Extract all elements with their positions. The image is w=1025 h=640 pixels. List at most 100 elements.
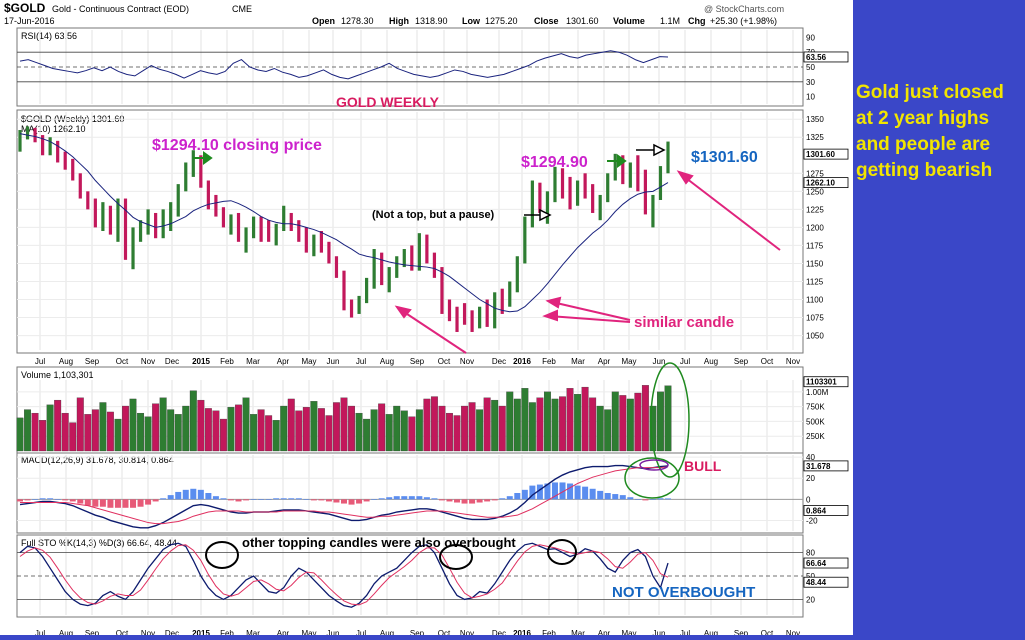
macd-histogram-bar: [69, 499, 76, 502]
volume-green-ellipse: [650, 362, 690, 478]
month-tick-label: Dec: [492, 357, 506, 366]
macd-histogram-bar: [273, 498, 280, 500]
macd-histogram-bar: [619, 495, 626, 500]
price-bar: [236, 212, 241, 242]
macd-value-tag: 31.678: [806, 462, 831, 471]
price-bar: [410, 245, 414, 271]
volume-bar: [333, 402, 340, 452]
volume-bar: [280, 405, 288, 452]
macd-hist-tag-box: [803, 505, 849, 516]
month-tick-label: Jul: [680, 629, 690, 635]
price-bar: [191, 150, 195, 177]
volume-title: Volume 1,103,301: [21, 370, 94, 380]
month-tick-label: Nov: [786, 629, 800, 635]
price-bar: [380, 252, 384, 286]
volume-bar: [46, 404, 54, 452]
volume-bar: [325, 415, 333, 452]
volume-bar: [664, 385, 672, 452]
pink-arrowhead-right: [676, 170, 694, 185]
price-bar: [334, 256, 339, 278]
bull-annotation: BULL: [684, 458, 722, 474]
month-tick-label: Sep: [734, 629, 749, 635]
month-tick-label: Dec: [492, 629, 506, 635]
macd-histogram-bar: [423, 497, 430, 500]
macd-histogram-bar: [99, 499, 106, 507]
macd-histogram-bar: [77, 499, 84, 504]
volume-bar: [551, 398, 559, 452]
volume-bar: [378, 403, 386, 452]
month-tick-label: Oct: [438, 629, 451, 635]
volume-bar: [76, 397, 84, 452]
volume-bar: [340, 397, 348, 452]
stochastic-k-line: [19, 542, 669, 608]
macd-histogram-bar: [506, 496, 513, 500]
volume-bar: [272, 420, 280, 452]
price-bar: [33, 127, 37, 143]
axes-layer: Jul Aug Sep Oct Nov Dec 2015 Feb Mar Apr May Jun Jul…: [35, 33, 849, 638]
pink-arrow-shaft-feb-b: [548, 315, 631, 323]
price-bar: [244, 227, 248, 253]
pause-annotation: (Not a top, but a pause): [372, 209, 495, 221]
macd-histogram-bar: [24, 499, 31, 501]
volume-bar: [167, 409, 175, 452]
volume-value: 1.1M: [660, 16, 680, 26]
not-overbought-annotation: NOT OVERBOUGHT: [612, 584, 755, 601]
price-bar: [274, 223, 278, 246]
stockcharts-watermark: @ StockCharts.com: [704, 4, 784, 14]
rsi-tick-label: 10: [806, 93, 815, 102]
macd-histogram-bar: [160, 498, 167, 500]
macd-histogram-bar: [454, 499, 461, 503]
volume-bar: [122, 405, 129, 452]
chg-label: Chg: [688, 16, 706, 26]
macd-histogram-bar: [363, 499, 370, 502]
volume-bar: [566, 388, 574, 452]
price-1294-annotation: $1294.90: [521, 154, 588, 171]
volume-bar: [521, 388, 529, 452]
macd-histogram-bar: [559, 482, 566, 500]
macd-histogram-bar: [227, 499, 234, 501]
volume-bar: [483, 397, 491, 452]
macd-histogram-bar: [469, 499, 476, 504]
price-bar: [372, 249, 376, 289]
price-bar: [500, 288, 504, 314]
volume-bar: [513, 398, 521, 452]
macd-histogram-bar: [212, 496, 219, 500]
volume-bar: [536, 397, 544, 452]
macd-histogram-bar: [416, 496, 423, 500]
high-value: 1318.90: [415, 16, 448, 26]
volume-bar: [498, 405, 506, 452]
pink-arrowhead-feb-b: [542, 309, 558, 322]
macd-histogram-bar: [310, 499, 317, 501]
volume-bar: [31, 412, 39, 452]
price-bar: [349, 299, 354, 318]
price-bar: [455, 306, 459, 332]
volume-bar: [400, 410, 408, 452]
volume-bar: [265, 415, 273, 452]
price-bar: [116, 198, 120, 242]
macd-histogram-bar: [634, 499, 641, 500]
month-tick-label: Mar: [571, 629, 585, 635]
macd-histogram-bar: [461, 499, 468, 504]
stochastic-d-line: [19, 544, 669, 606]
price-panel: [16, 109, 804, 354]
macd-histogram-bar: [348, 499, 355, 505]
price-tick-label: 1325: [806, 133, 824, 142]
macd-tick-label: 40: [806, 453, 815, 462]
price-bar: [666, 141, 670, 174]
macd-histogram-bar: [642, 499, 649, 501]
macd-histogram-bar: [574, 485, 581, 500]
pink-arrowhead-feb-a: [545, 296, 562, 309]
price-bar: [508, 281, 512, 307]
close-value: 1301.60: [566, 16, 599, 26]
volume-bar: [657, 391, 664, 452]
volume-bar: [317, 408, 325, 452]
month-tick-label: Feb: [542, 629, 556, 635]
macd-histogram-bar: [536, 484, 543, 500]
macd-histogram-bar: [657, 498, 664, 500]
month-tick-label: Aug: [59, 629, 73, 635]
month-tick-label: May: [301, 629, 316, 635]
macd-histogram-bar: [62, 499, 69, 501]
macd-histogram-bar: [39, 498, 46, 500]
green-arrow-2015: [193, 151, 213, 165]
price-tick-label: 1150: [806, 259, 824, 268]
